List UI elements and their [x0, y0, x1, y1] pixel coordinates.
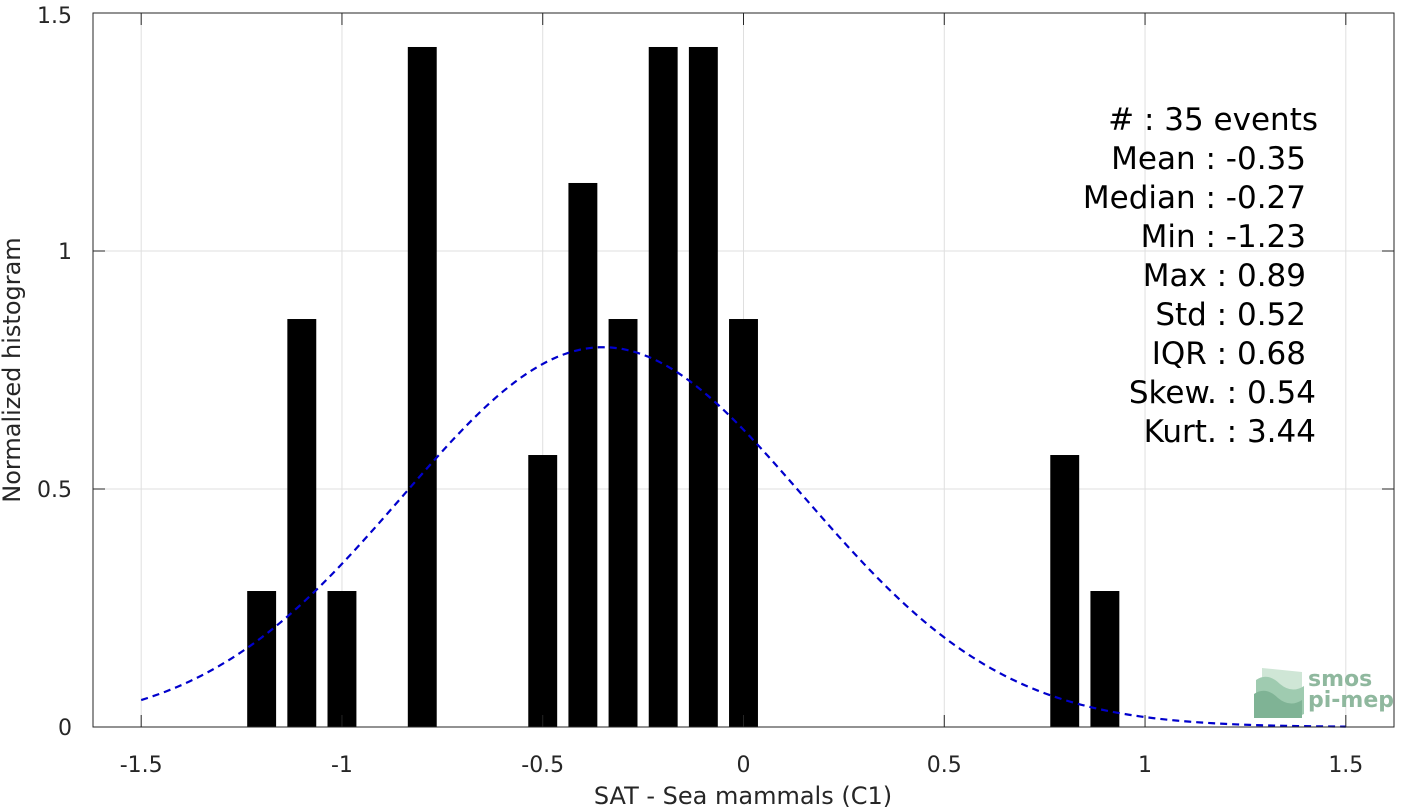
x-tick-label-6: 1.5 — [1328, 753, 1363, 778]
histogram-bar-10 — [1050, 455, 1080, 727]
stat-count: # : 35 events — [1108, 102, 1318, 138]
y-tick-label-3: 1.5 — [37, 4, 72, 29]
x-tick-label-4: 0.5 — [927, 753, 962, 778]
x-tick-label-2: -0.5 — [521, 753, 564, 778]
histogram-bar-0 — [247, 591, 277, 727]
y-tick-label-0: 0 — [58, 716, 72, 741]
stat-max: Max : 0.89 — [1143, 258, 1306, 294]
x-tick-labels: -1.5 -1 -0.5 0 0.5 1 1.5 — [120, 753, 1364, 778]
x-tick-label-5: 1 — [1138, 753, 1152, 778]
x-tick-label-0: -1.5 — [120, 753, 163, 778]
histogram-bar-4 — [528, 455, 558, 727]
stat-kurt: Kurt. : 3.44 — [1144, 414, 1316, 450]
y-axis-title: Normalized histogram — [0, 237, 26, 502]
normal-fit-curve — [140, 346, 1346, 728]
smos-pimep-logo: smos pi-mep — [1254, 667, 1394, 718]
histogram-bar-8 — [688, 46, 718, 728]
histogram-bars — [247, 46, 1120, 728]
stats-annotation: # : 35 events Mean : -0.35 Median : -0.2… — [1083, 102, 1318, 450]
x-tick-label-1: -1 — [331, 753, 353, 778]
stat-std: Std : 0.52 — [1155, 297, 1306, 333]
logo-line2: pi-mep — [1308, 688, 1394, 713]
histogram-bar-7 — [648, 46, 678, 728]
y-tick-label-1: 0.5 — [37, 478, 72, 503]
histogram-bar-11 — [1090, 591, 1120, 727]
stat-min: Min : -1.23 — [1141, 219, 1306, 255]
axis-ticks — [93, 12, 1394, 728]
histogram-bar-5 — [568, 182, 598, 727]
logo-wave-icon — [1254, 668, 1304, 718]
stat-median: Median : -0.27 — [1083, 180, 1306, 216]
x-tick-label-3: 0 — [737, 753, 751, 778]
histogram-bar-6 — [608, 319, 638, 727]
x-axis-title: SAT - Sea mammals (C1) — [594, 782, 892, 809]
logo-line1: smos — [1308, 667, 1372, 692]
stat-skew: Skew. : 0.54 — [1129, 375, 1316, 411]
y-tick-label-2: 1 — [58, 240, 72, 265]
histogram-bar-2 — [327, 591, 357, 727]
y-tick-labels: 0 0.5 1 1.5 — [37, 4, 72, 741]
stat-iqr: IQR : 0.68 — [1152, 336, 1306, 372]
histogram-bar-9 — [729, 319, 758, 727]
histogram-bar-1 — [287, 319, 317, 727]
stat-mean: Mean : -0.35 — [1111, 141, 1306, 177]
histogram-bar-3 — [407, 46, 437, 728]
